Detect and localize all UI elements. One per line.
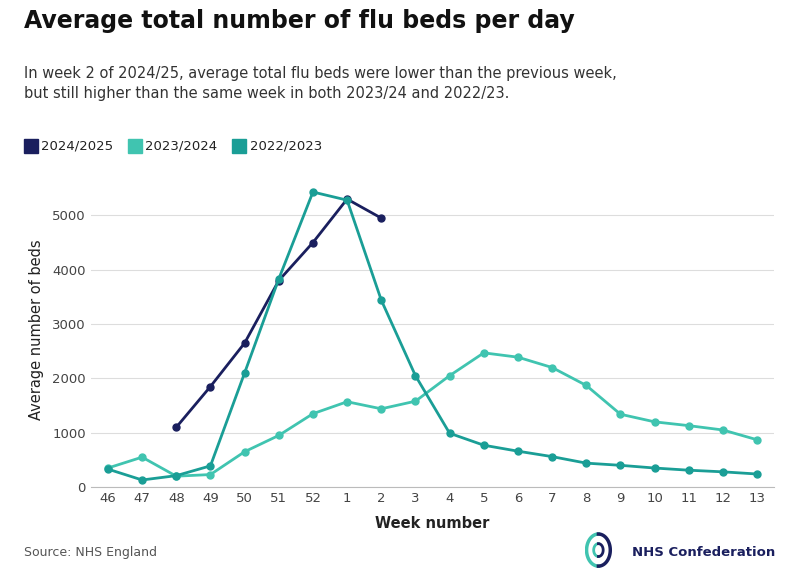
Text: 2022/2023: 2022/2023 [250,140,322,152]
Y-axis label: Average number of beds: Average number of beds [29,239,44,420]
Text: In week 2 of 2024/25, average total flu beds were lower than the previous week,
: In week 2 of 2024/25, average total flu … [24,66,616,101]
X-axis label: Week number: Week number [375,516,490,531]
Text: 2024/2025: 2024/2025 [41,140,113,152]
Text: Average total number of flu beds per day: Average total number of flu beds per day [24,9,574,33]
Text: NHS Confederation: NHS Confederation [632,547,775,559]
Text: 2023/2024: 2023/2024 [145,140,217,152]
Text: Source: NHS England: Source: NHS England [24,545,156,559]
